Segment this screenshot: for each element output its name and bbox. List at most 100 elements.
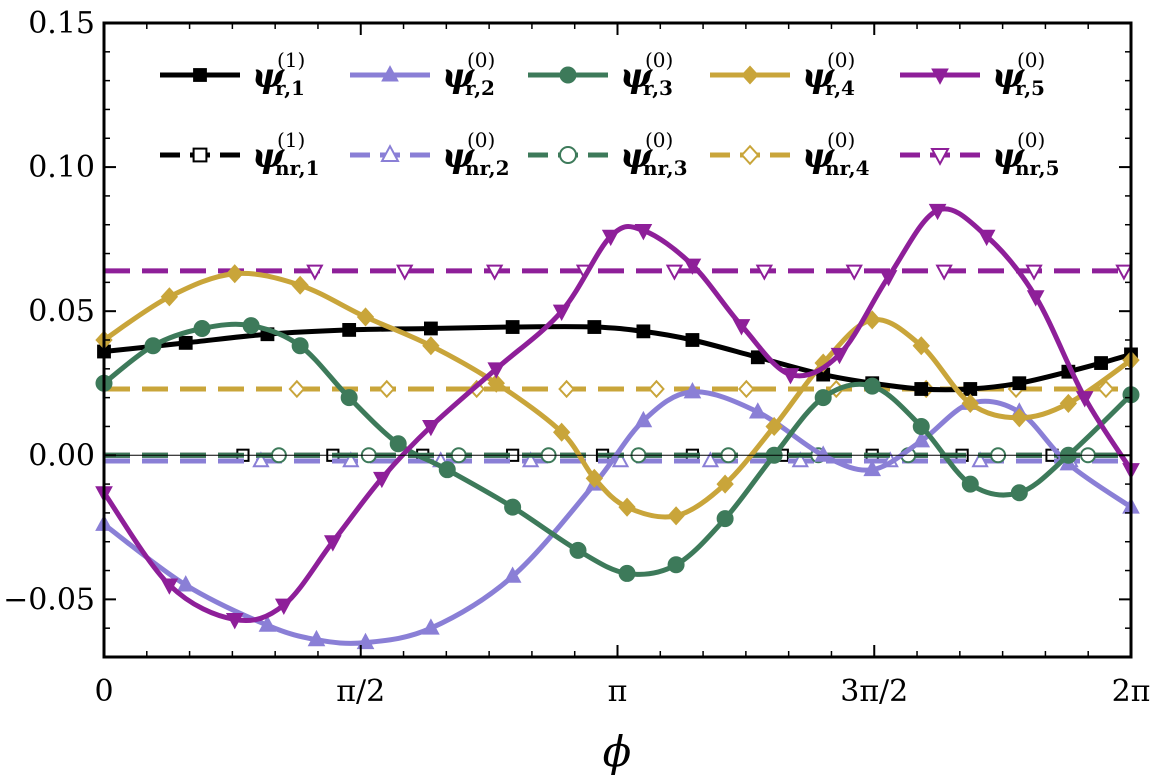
series-3-marker-6	[487, 373, 505, 393]
legend-sup-0: (1)	[277, 48, 305, 72]
series-1	[95, 382, 1140, 650]
series-4-marker-16	[928, 203, 947, 221]
series-3-marker-17	[1010, 408, 1029, 428]
legend: ψr,1(1) ψr,2(0) ψr,3(0) ψr,4(0) ψr,5(0)ψnr,1…	[160, 48, 1060, 180]
series-3-marker-7	[552, 422, 571, 442]
series-0-marker-5	[505, 320, 520, 334]
series-8-marker-5	[738, 379, 755, 399]
x-tick-label-4: 2π	[1112, 674, 1151, 709]
series-line-1	[101, 389, 1134, 646]
legend-sub-4: r,5	[1015, 76, 1045, 100]
series-4-marker-19	[1075, 391, 1094, 408]
series-2-marker-16	[912, 417, 930, 435]
series-4-marker-4	[323, 535, 342, 552]
series-9-marker-7	[935, 264, 953, 281]
series-4-marker-13	[781, 368, 800, 385]
series-3-marker-3	[291, 275, 309, 295]
series-2-marker-18	[1010, 484, 1028, 502]
legend-marker-6	[380, 144, 400, 162]
series-4-marker-6	[422, 419, 440, 437]
series-4-marker-15	[879, 270, 898, 287]
series-1-marker-1	[176, 575, 195, 592]
series-0-marker-12	[914, 382, 929, 396]
x-tick-label-2: π	[608, 674, 628, 709]
series-1-marker-2	[258, 615, 277, 632]
series-8-marker-0	[288, 379, 306, 399]
series-layer	[95, 203, 1140, 650]
series-4	[95, 203, 1140, 630]
series-2-marker-2	[193, 319, 211, 337]
y-tick-label-0: −0.05	[3, 582, 95, 617]
series-3	[95, 264, 1140, 526]
series-0-marker-8	[685, 333, 700, 347]
legend-psi-2: ψ	[620, 56, 653, 96]
series-0-marker-14	[1012, 376, 1027, 391]
ticks-layer: 0 π/2 π 3π/2 2π −0.05 0.00 0.05 0.10 0.15	[3, 6, 1150, 709]
legend-sup-1: (0)	[467, 48, 495, 72]
legend-psi-5: ψ	[252, 136, 285, 176]
y-tick-label-1: 0.00	[28, 438, 95, 473]
legend-entry-2: ψr,3 (0)	[528, 48, 673, 100]
series-2-marker-14	[814, 389, 832, 407]
series-1-marker-12	[863, 459, 882, 477]
legend-psi-8: ψ	[802, 136, 835, 176]
series-3-marker-4	[356, 307, 375, 327]
series-2-marker-15	[863, 377, 881, 395]
series-2-marker-11	[667, 556, 685, 574]
x-tick-label-0: 0	[94, 674, 113, 709]
x-tick-label-3: 3π/2	[840, 674, 908, 709]
series-2-marker-3	[242, 317, 260, 335]
legend-sub-6: nr,2	[465, 156, 510, 180]
series-9-marker-1	[396, 264, 414, 281]
series-3-marker-5	[422, 336, 440, 356]
series-1-marker-9	[683, 382, 702, 399]
legend-marker-2	[559, 66, 577, 84]
legend-sub-8: nr,4	[825, 156, 870, 180]
series-4-marker-18	[1026, 290, 1045, 307]
series-6-marker-8	[971, 451, 989, 468]
series-2-marker-5	[340, 389, 358, 407]
series-1-marker-10	[748, 402, 767, 419]
series-2-marker-10	[618, 564, 636, 582]
series-4-marker-11	[683, 258, 702, 275]
series-3-marker-11	[716, 474, 734, 494]
legend-sup-8: (0)	[827, 128, 855, 152]
series-3-marker-12	[765, 416, 783, 436]
legend-sup-3: (0)	[827, 48, 855, 72]
series-3-marker-18	[1059, 393, 1078, 413]
series-6-marker-1	[342, 451, 360, 468]
series-line-0	[101, 324, 1134, 393]
legend-entry-9: ψnr,5 (0)	[900, 128, 1060, 180]
legend-sub-2: r,3	[643, 76, 673, 100]
legend-sup-2: (0)	[645, 48, 673, 72]
legend-entry-1: ψr,2 (0)	[350, 48, 495, 100]
legend-sub-7: nr,3	[643, 156, 688, 180]
legend-sup-9: (0)	[1017, 128, 1045, 152]
legend-marker-0	[193, 68, 207, 82]
series-4-marker-12	[732, 319, 751, 336]
series-4-marker-10	[634, 223, 653, 241]
legend-entry-0: ψr,1 (1)	[160, 48, 305, 100]
series-2-marker-9	[569, 541, 587, 559]
legend-psi-7: ψ	[620, 136, 653, 176]
series-0-marker-9	[750, 350, 765, 365]
legend-entry-7: ψnr,3 (0)	[528, 128, 688, 180]
legend-entry-3: ψr,4 (0)	[710, 48, 855, 100]
series-8-marker-1	[378, 379, 396, 399]
series-6-marker-3	[521, 451, 540, 468]
legend-psi-0: ψ	[252, 56, 285, 96]
series-4-marker-1	[160, 578, 179, 595]
series-0-marker-3	[342, 323, 357, 337]
series-3-marker-13	[814, 353, 832, 373]
series-9-marker-0	[306, 264, 324, 281]
series-2-marker-6	[389, 435, 407, 453]
series-1-marker-11	[814, 445, 833, 462]
series-9-marker-5	[755, 264, 774, 281]
legend-entry-4: ψr,5 (0)	[900, 48, 1045, 100]
series-8-marker-4	[648, 379, 665, 399]
series-3-marker-9	[618, 497, 636, 517]
series-4-marker-8	[552, 304, 571, 322]
legend-marker-7	[559, 146, 577, 164]
series-2-marker-1	[144, 337, 162, 355]
